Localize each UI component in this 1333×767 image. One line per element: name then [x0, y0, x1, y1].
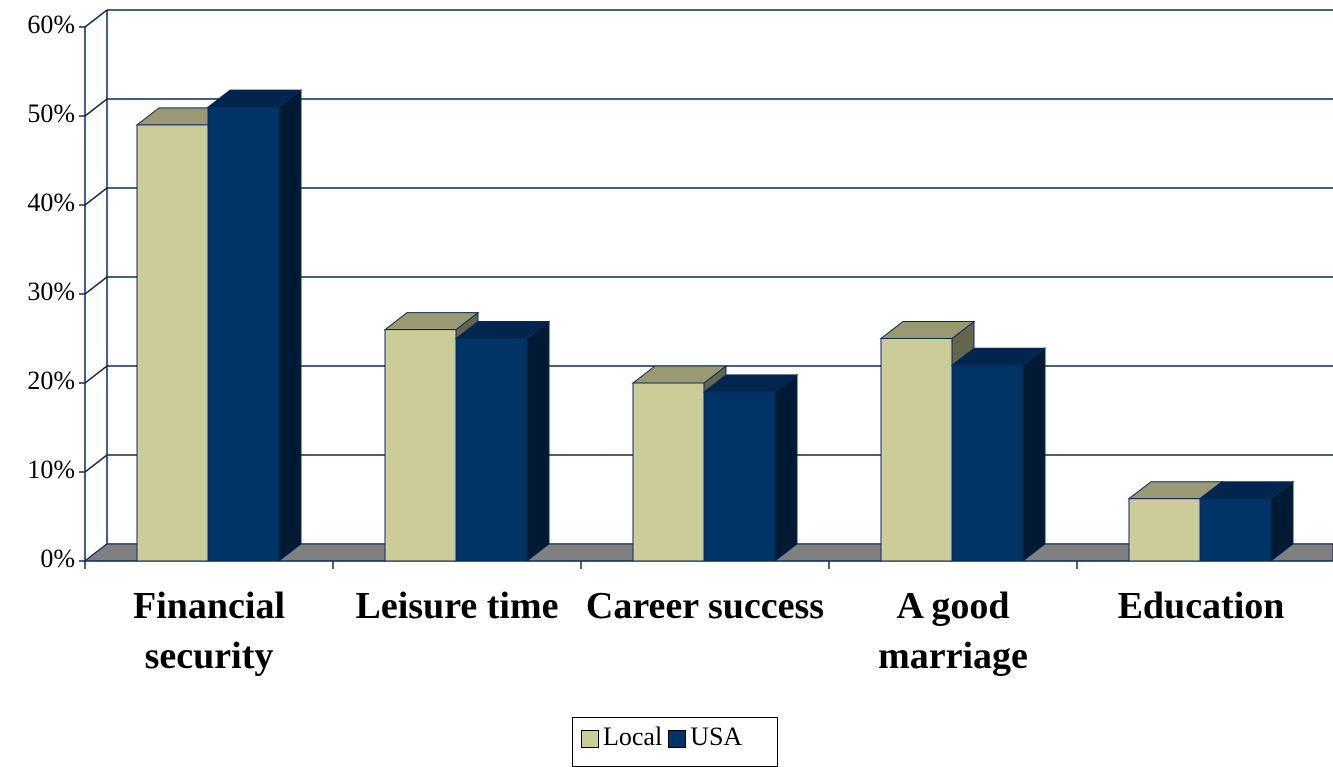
- y-tick-label: 60%: [27, 10, 75, 39]
- bar-side: [774, 373, 798, 563]
- y-tick-label: 50%: [27, 99, 75, 128]
- y-tick-label: 0%: [40, 544, 75, 573]
- grid-line-side: [84, 276, 108, 295]
- grid-line-side: [84, 187, 108, 206]
- bar: [384, 329, 457, 562]
- legend-item: USA: [668, 722, 742, 752]
- x-tick-label: Financial security: [132, 585, 286, 677]
- x-tick-label: Career success: [585, 585, 825, 627]
- legend-swatch: [668, 730, 687, 748]
- bar-side: [1022, 347, 1046, 563]
- bar: [1199, 498, 1272, 562]
- grid-line-side: [84, 454, 108, 473]
- x-tick-label: Education: [1117, 585, 1285, 627]
- legend-item: Local: [581, 722, 662, 752]
- y-tick-label: 10%: [27, 455, 75, 484]
- bar: [207, 106, 280, 562]
- bar-side: [526, 320, 550, 563]
- bar: [1128, 498, 1201, 562]
- x-tick-label: Leisure time: [355, 585, 559, 627]
- bar: [455, 338, 528, 562]
- bar: [703, 391, 776, 562]
- bar: [880, 338, 953, 562]
- grid-line-side: [84, 9, 108, 28]
- legend: Local USA: [572, 717, 778, 767]
- legend-label: Local: [603, 722, 663, 751]
- x-tick-label: A good marriage: [878, 585, 1028, 677]
- y-tick-label: 20%: [27, 366, 75, 395]
- y-tick-label: 30%: [27, 277, 75, 306]
- bar-side: [278, 89, 302, 563]
- y-tick-label: 40%: [27, 188, 75, 217]
- legend-label: USA: [690, 722, 743, 751]
- legend-swatch: [581, 730, 599, 748]
- bar: [951, 364, 1024, 562]
- bar: [632, 382, 705, 562]
- grid-line-side: [84, 365, 108, 384]
- grid-line-side: [84, 98, 108, 117]
- bar: [136, 124, 209, 562]
